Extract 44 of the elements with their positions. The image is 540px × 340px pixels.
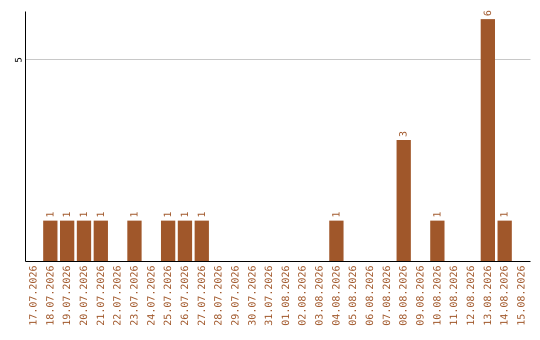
data-label: 3 xyxy=(398,131,410,138)
x-tick-label: 08.08.2026 xyxy=(398,266,410,326)
x-tick-label: 29.07.2026 xyxy=(230,266,242,326)
data-label: 1 xyxy=(331,212,342,218)
x-tick-label: 25.07.2026 xyxy=(163,266,174,326)
x-tick-label: 17.07.2026 xyxy=(28,266,40,326)
data-label: 1 xyxy=(163,212,174,218)
x-tick-label: 20.07.2026 xyxy=(78,266,90,326)
x-tick-label: 30.07.2026 xyxy=(247,266,258,326)
data-label: 1 xyxy=(180,212,191,218)
x-tick-label: 01.08.2026 xyxy=(280,266,292,326)
x-tick-label: 12.08.2026 xyxy=(466,266,478,326)
data-label: 1 xyxy=(45,212,56,218)
data-label: 1 xyxy=(62,212,74,218)
x-tick-label: 03.08.2026 xyxy=(314,266,326,326)
y-tick-label: 5 xyxy=(14,57,24,63)
x-tick-label: 21.07.2026 xyxy=(96,266,107,326)
x-tick-label: 07.08.2026 xyxy=(382,266,393,326)
x-tick-label: 04.08.2026 xyxy=(331,266,342,326)
x-tick-label: 15.08.2026 xyxy=(516,266,528,326)
x-tick-label: 10.08.2026 xyxy=(432,266,444,326)
data-label: 6 xyxy=(482,10,494,16)
x-tick-label: 31.07.2026 xyxy=(264,266,276,326)
data-label: 1 xyxy=(78,212,90,218)
x-tick-label: 26.07.2026 xyxy=(180,266,191,326)
x-tick-label: 18.07.2026 xyxy=(45,266,56,326)
data-label: 1 xyxy=(432,212,444,218)
x-tick-label: 24.07.2026 xyxy=(146,266,158,326)
x-tick-label: 06.08.2026 xyxy=(365,266,376,326)
data-label: 1 xyxy=(96,212,107,218)
data-label: 1 xyxy=(500,212,511,218)
data-label: 1 xyxy=(196,212,208,218)
x-tick-label: 09.08.2026 xyxy=(416,266,427,326)
x-tick-label: 13.08.2026 xyxy=(482,266,494,326)
x-tick-label: 11.08.2026 xyxy=(449,266,460,326)
x-tick-label: 14.08.2026 xyxy=(500,266,511,326)
x-tick-label: 28.07.2026 xyxy=(214,266,225,326)
x-tick-label: 05.08.2026 xyxy=(348,266,360,326)
x-tick-label: 22.07.2026 xyxy=(112,266,124,326)
x-tick-label: 19.07.2026 xyxy=(62,266,74,326)
x-tick-label: 27.07.2026 xyxy=(196,266,208,326)
data-label: 1 xyxy=(129,212,140,218)
x-tick-label: 23.07.2026 xyxy=(129,266,140,326)
x-tick-label: 02.08.2026 xyxy=(298,266,309,326)
